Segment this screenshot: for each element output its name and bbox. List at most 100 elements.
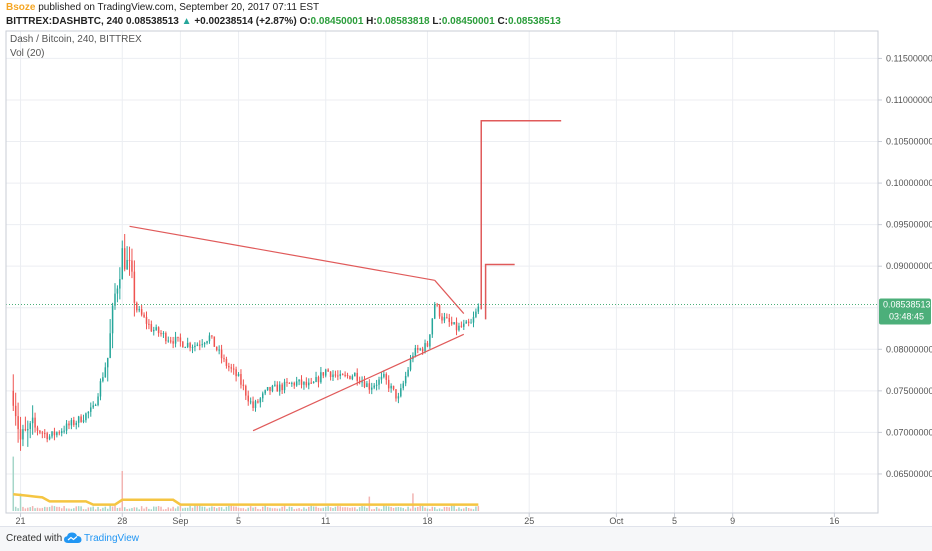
candle-body — [373, 385, 375, 388]
volume-bar — [53, 506, 56, 511]
candle-body — [298, 379, 300, 382]
volume-bar — [349, 507, 351, 511]
volume-bar — [387, 506, 390, 511]
candle-body — [104, 367, 107, 378]
candle-body — [179, 337, 182, 342]
candle-body — [53, 431, 56, 436]
volume-bar — [228, 505, 230, 511]
candle-body — [351, 376, 354, 380]
candle-body — [349, 375, 351, 380]
candle-body — [17, 416, 19, 430]
volume-bar — [351, 507, 354, 511]
candle-body — [368, 383, 371, 390]
volume-bar — [262, 506, 264, 511]
volume-bar — [356, 509, 358, 511]
volume-bar — [404, 509, 407, 511]
tradingview-brand[interactable]: TradingView — [84, 533, 140, 544]
candle-body — [153, 329, 155, 332]
symbol-label: BITTREX:DASHBTC, 240 — [6, 16, 124, 27]
volume-bar — [400, 507, 402, 511]
chart-area[interactable]: 0.11500000 0.11000000 0.10500000 0.10000000… — [0, 30, 932, 526]
published-text: published on TradingView.com, September … — [35, 2, 320, 13]
volume-bar — [245, 509, 247, 511]
candle-body — [51, 431, 53, 437]
volume-bar — [172, 506, 174, 511]
candle-body — [249, 401, 252, 403]
candle-body — [189, 342, 191, 348]
candle-body — [247, 395, 249, 402]
volume-bar — [436, 509, 438, 511]
volume-bar — [346, 507, 349, 511]
candle-body — [295, 381, 298, 386]
volume-bar — [421, 506, 424, 511]
candle-body — [211, 335, 213, 337]
volume-bar — [94, 509, 97, 511]
volume-bar — [465, 506, 467, 511]
candle-body — [220, 349, 223, 359]
candle-body — [303, 381, 305, 385]
volume-ma — [13, 492, 479, 506]
volume-bar — [240, 508, 242, 511]
candle-body — [196, 344, 199, 346]
candle-body — [232, 368, 235, 370]
volume-bar — [230, 505, 233, 511]
volume-bar — [327, 506, 329, 511]
candle-body — [245, 385, 247, 396]
candle-body — [14, 405, 17, 417]
candle-body — [126, 259, 128, 270]
volume-bar — [308, 506, 310, 511]
volume-bar — [85, 509, 87, 511]
candle-body — [375, 384, 378, 386]
volume-bar — [397, 507, 400, 511]
author-name[interactable]: Bsoze — [6, 2, 36, 13]
candle-body — [438, 305, 441, 317]
candle-body — [286, 381, 288, 383]
candle-body — [324, 369, 327, 376]
volume-bar — [305, 508, 308, 511]
candle-body — [339, 374, 342, 376]
volume-bar — [402, 508, 404, 511]
volume-bar — [317, 507, 320, 511]
volume-bar — [177, 506, 179, 511]
candle-body — [27, 428, 29, 431]
volume-bar — [300, 509, 303, 511]
candle-body — [460, 325, 463, 327]
candle-body — [184, 347, 186, 349]
candle-body — [34, 417, 36, 428]
volume-bar — [271, 508, 274, 511]
volume-bar — [375, 507, 378, 511]
volume-bar — [417, 506, 419, 511]
volume-bar — [153, 506, 155, 511]
candle-body — [317, 377, 320, 383]
volume-bar — [80, 506, 82, 511]
volume-bar — [303, 507, 305, 511]
candle-body — [68, 423, 70, 426]
candle-body — [22, 429, 24, 440]
volume-bar — [354, 507, 356, 511]
volume-bar — [341, 507, 344, 511]
volume-bar — [208, 507, 211, 511]
candle-body — [308, 382, 310, 386]
volume-bar — [203, 506, 206, 511]
volume-bar — [29, 507, 31, 511]
price-chart[interactable]: 0.11500000 0.11000000 0.10500000 0.10000000… — [0, 30, 932, 526]
candle-body — [58, 432, 61, 434]
candle-body — [450, 321, 453, 325]
candle-body — [208, 335, 211, 342]
volume-bar — [324, 506, 327, 511]
chart-grid — [6, 31, 878, 513]
volume-bar — [63, 506, 65, 511]
volume-bar — [60, 508, 63, 511]
candle-body — [371, 387, 373, 390]
volume-bar — [450, 505, 453, 511]
candle-body — [341, 374, 344, 376]
candle-body — [443, 317, 446, 321]
candle-body — [274, 384, 276, 386]
volume-bar — [315, 506, 317, 511]
volume-bar — [215, 508, 218, 511]
candle-body — [87, 411, 90, 414]
candle-body — [470, 322, 472, 324]
volume-bar — [87, 507, 90, 511]
change-value: +0.00238514 (+2.87%) — [194, 16, 297, 27]
volume-bar — [257, 508, 259, 511]
